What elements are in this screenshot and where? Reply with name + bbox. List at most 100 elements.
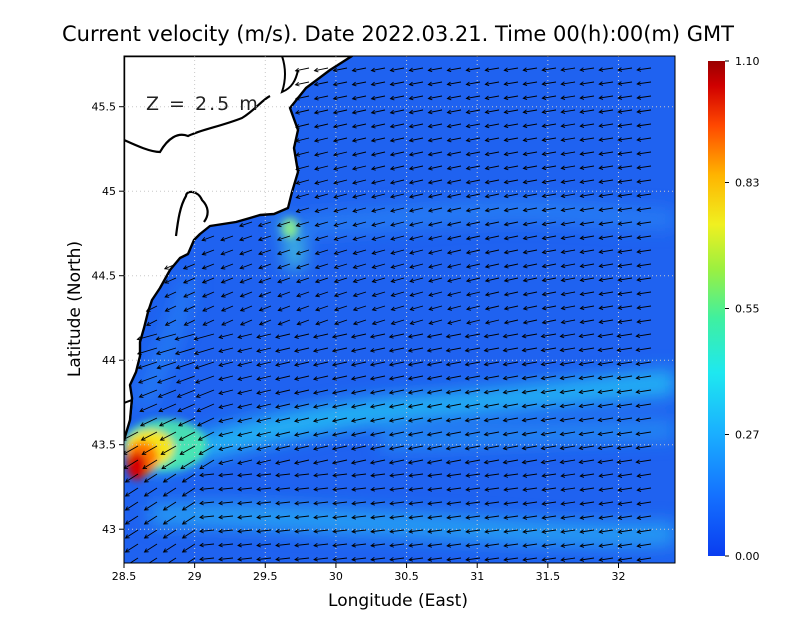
- velocity-arrow-head: [597, 389, 603, 395]
- velocity-arrow: [485, 95, 500, 99]
- velocity-arrow: [352, 179, 367, 184]
- velocity-arrow-head: [275, 542, 280, 548]
- velocity-arrow: [465, 417, 481, 422]
- velocity-arrow-head: [522, 529, 528, 534]
- velocity-arrow-head: [617, 501, 623, 506]
- velocity-arrow-head: [139, 407, 145, 413]
- velocity-arrow: [523, 109, 538, 113]
- velocity-arrow-head: [183, 293, 189, 298]
- velocity-arrow-head: [465, 515, 471, 520]
- velocity-arrow: [579, 389, 595, 393]
- velocity-arrow-head: [446, 151, 452, 157]
- velocity-arrow-head: [484, 249, 490, 255]
- velocity-arrow-head: [541, 123, 547, 129]
- velocity-arrow-head: [314, 292, 320, 298]
- velocity-arrow: [447, 473, 462, 477]
- velocity-arrow: [541, 347, 557, 352]
- velocity-arrow: [295, 81, 310, 86]
- velocity-arrow-head: [275, 404, 280, 409]
- velocity-arrow-head: [312, 376, 318, 381]
- velocity-arrow-head: [314, 208, 320, 213]
- velocity-arrow-head: [578, 403, 584, 409]
- velocity-arrow: [163, 501, 177, 511]
- velocity-arrow-head: [332, 152, 338, 157]
- velocity-arrow: [466, 291, 481, 296]
- velocity-arrow-head: [636, 67, 642, 72]
- velocity-arrow-head: [560, 557, 566, 562]
- velocity-arrow-head: [446, 193, 452, 199]
- velocity-arrow-head: [541, 193, 547, 199]
- velocity-arrow: [466, 207, 481, 212]
- velocity-arrow: [580, 95, 595, 99]
- velocity-arrow-head: [447, 292, 452, 297]
- velocity-arrow-head: [484, 221, 490, 227]
- velocity-arrow: [485, 529, 500, 533]
- velocity-arrow-head: [466, 306, 471, 311]
- velocity-arrow-head: [315, 306, 320, 312]
- velocity-arrow-head: [389, 137, 395, 143]
- velocity-arrow: [239, 249, 253, 255]
- velocity-arrow: [333, 529, 348, 533]
- velocity-arrow: [427, 431, 443, 436]
- velocity-arrow-head: [193, 336, 199, 341]
- velocity-arrow-head: [218, 390, 224, 395]
- velocity-arrow: [390, 67, 405, 71]
- velocity-arrow-head: [161, 464, 167, 470]
- velocity-arrow-head: [408, 529, 414, 534]
- velocity-arrow: [446, 389, 462, 394]
- velocity-arrow-head: [331, 334, 337, 339]
- velocity-arrow: [580, 277, 595, 281]
- velocity-arrow-head: [388, 390, 394, 395]
- velocity-arrow: [221, 305, 234, 312]
- velocity-arrow-head: [427, 515, 433, 520]
- velocity-arrow: [522, 361, 538, 366]
- velocity-arrow: [617, 333, 633, 337]
- velocity-arrow: [542, 249, 557, 254]
- velocity-arrow-head: [369, 362, 375, 367]
- velocity-arrow: [353, 305, 367, 311]
- velocity-arrow: [636, 347, 652, 351]
- velocity-arrow-head: [352, 292, 358, 298]
- velocity-arrow: [333, 151, 348, 156]
- velocity-arrow-head: [446, 264, 452, 269]
- velocity-arrow-head: [540, 361, 546, 367]
- velocity-arrow: [599, 305, 614, 309]
- velocity-arrow: [389, 361, 405, 366]
- velocity-arrow-head: [465, 137, 471, 143]
- velocity-arrow: [466, 529, 481, 533]
- velocity-arrow: [446, 375, 462, 380]
- velocity-arrow: [465, 403, 481, 408]
- velocity-arrow: [139, 403, 158, 412]
- velocity-arrow-head: [617, 123, 623, 128]
- velocity-arrow: [561, 557, 576, 561]
- velocity-arrow: [447, 557, 462, 561]
- velocity-arrow: [561, 249, 576, 253]
- velocity-arrow-head: [331, 460, 337, 465]
- velocity-arrow-head: [181, 534, 187, 539]
- velocity-arrow: [428, 151, 443, 156]
- velocity-arrow-head: [369, 418, 375, 423]
- velocity-arrow-head: [370, 543, 375, 548]
- velocity-arrow-head: [521, 389, 527, 395]
- velocity-arrow-head: [541, 67, 547, 72]
- velocity-arrow: [599, 193, 614, 197]
- velocity-arrow-head: [598, 473, 604, 478]
- velocity-arrow: [428, 487, 443, 491]
- velocity-arrow-head: [465, 278, 471, 283]
- velocity-arrow-head: [332, 109, 338, 115]
- velocity-arrow-head: [408, 194, 414, 199]
- velocity-arrow: [371, 529, 386, 533]
- velocity-arrow: [599, 109, 614, 113]
- velocity-arrow-head: [522, 291, 528, 297]
- velocity-arrow-head: [295, 250, 301, 256]
- velocity-arrow-head: [635, 431, 641, 437]
- velocity-arrow: [484, 333, 500, 338]
- velocity-arrow: [427, 445, 443, 450]
- velocity-arrow-head: [464, 347, 470, 353]
- velocity-arrow: [637, 95, 652, 99]
- velocity-arrow: [409, 179, 424, 184]
- velocity-arrow-head: [522, 95, 528, 101]
- velocity-arrow: [523, 319, 538, 324]
- velocity-arrow: [314, 137, 329, 142]
- velocity-arrow-head: [390, 292, 396, 297]
